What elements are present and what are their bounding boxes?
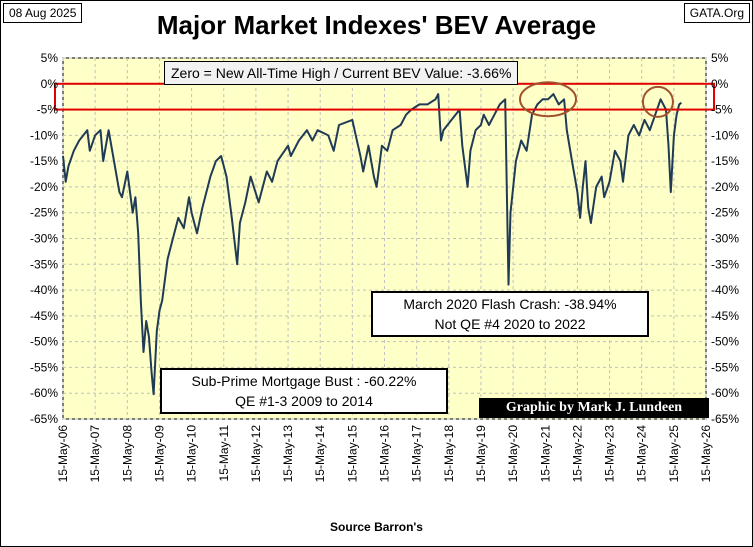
x-tick-label: 15-May-25 — [667, 425, 681, 483]
y-tick-label: -65% — [30, 412, 58, 426]
credit-banner: Graphic by Mark J. Lundeen — [479, 398, 709, 418]
y-tick-label: -30% — [711, 232, 739, 246]
y-tick-label: -50% — [711, 335, 739, 349]
source-label: Source Barron's — [330, 520, 423, 534]
march-note-line1: March 2020 Flash Crash: -38.94% — [403, 296, 617, 312]
y-tick-label: 0% — [41, 77, 59, 91]
x-tick-label: 15-May-12 — [249, 425, 263, 483]
y-tick-label: -40% — [30, 283, 58, 297]
y-tick-label: -15% — [30, 154, 58, 168]
y-tick-label: -60% — [711, 386, 739, 400]
circle-layer — [519, 81, 674, 118]
x-tick-label: 15-May-18 — [442, 425, 456, 483]
x-tick-label: 15-May-14 — [313, 425, 327, 483]
y-tick-label: -30% — [30, 232, 58, 246]
x-tick-label: 15-May-13 — [281, 425, 295, 483]
line-layer — [62, 93, 683, 396]
x-tick-label: 15-May-10 — [185, 425, 199, 483]
y-tick-label: -10% — [711, 128, 739, 142]
y-tick-label: -35% — [711, 257, 739, 271]
x-tick-label: 15-May-11 — [217, 425, 231, 482]
y-tick-label: -55% — [711, 360, 739, 374]
y-tick-label: -65% — [711, 412, 739, 426]
subprime-note: Sub-Prime Mortgage Bust : -60.22% QE #1-… — [160, 368, 448, 414]
x-tick-label: 15-May-07 — [88, 425, 102, 483]
y-tick-label: -45% — [711, 309, 739, 323]
series-line — [62, 93, 683, 396]
x-tick-label: 15-May-22 — [570, 425, 584, 483]
y-tick-label: -45% — [30, 309, 58, 323]
y-tick-label: -10% — [30, 128, 58, 142]
x-tick-label: 15-May-16 — [378, 425, 392, 483]
y-tick-label: 5% — [41, 51, 59, 65]
y-ticks-right: 5% 0% -5% -10% -15% -20% -25% -30% -35% -40% -45% -… — [711, 51, 739, 426]
x-tick-label: 15-May-19 — [474, 425, 488, 483]
highlight-circle-2021 — [519, 81, 578, 118]
y-tick-label: -60% — [30, 386, 58, 400]
x-tick-label: 15-May-06 — [56, 425, 70, 483]
y-tick-label: 0% — [711, 77, 729, 91]
y-tick-label: -5% — [37, 103, 59, 117]
y-tick-label: -40% — [711, 283, 739, 297]
march-note-line2: Not QE #4 2020 to 2022 — [434, 316, 586, 332]
y-tick-label: -20% — [30, 180, 58, 194]
grid-layer — [62, 57, 707, 420]
y-tick-label: -20% — [711, 180, 739, 194]
x-tick-label: 15-May-26 — [699, 425, 713, 483]
x-tick-label: 15-May-21 — [538, 425, 552, 483]
subprime-note-line2: QE #1-3 2009 to 2014 — [235, 393, 373, 409]
x-tick-label: 15-May-15 — [345, 425, 359, 483]
x-tick-label: 15-May-09 — [152, 425, 166, 483]
y-ticks-left: 5% 0% -5% -10% -15% -20% -25% -30% -35% -40% -45% -… — [30, 51, 58, 426]
x-tick-label: 15-May-20 — [506, 425, 520, 483]
x-tick-label: 15-May-08 — [120, 425, 134, 483]
x-tick-label: 15-May-23 — [603, 425, 617, 483]
y-tick-label: -35% — [30, 257, 58, 271]
y-tick-label: -25% — [30, 206, 58, 220]
chart-title: Major Market Indexes' BEV Average — [156, 10, 597, 40]
x-tick-label: 15-May-24 — [635, 425, 649, 483]
y-tick-label: -15% — [711, 154, 739, 168]
march-2020-note: March 2020 Flash Crash: -38.94% Not QE #… — [371, 291, 649, 337]
y-tick-label: -50% — [30, 335, 58, 349]
x-tick-label: 15-May-17 — [410, 425, 424, 483]
y-tick-label: -25% — [711, 206, 739, 220]
brand-label: GATA.Org — [683, 3, 750, 23]
date-label: 08 Aug 2025 — [3, 3, 83, 23]
highlight-circle-2024 — [641, 85, 674, 118]
y-tick-label: -5% — [711, 103, 733, 117]
subprime-note-line1: Sub-Prime Mortgage Bust : -60.22% — [191, 373, 417, 389]
zero-note: Zero = New All-Time High / Current BEV V… — [164, 61, 519, 85]
y-tick-label: 5% — [711, 51, 729, 65]
y-tick-label: -55% — [30, 360, 58, 374]
x-ticks: 15-May-06 15-May-07 15-May-08 15-May-09 15-M… — [56, 425, 713, 483]
